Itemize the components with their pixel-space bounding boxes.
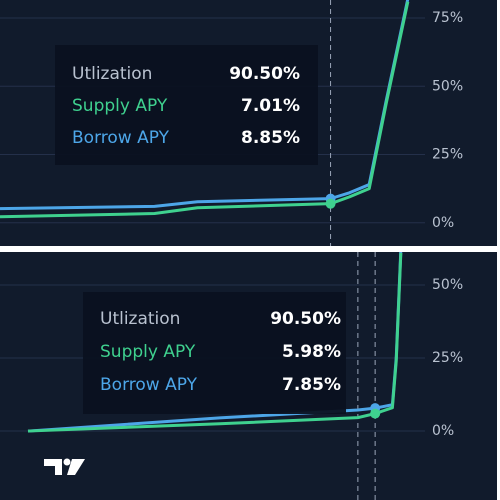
chart-panel — [0, 252, 425, 500]
hover-point — [370, 408, 381, 419]
series-line — [0, 1, 410, 219]
tooltip-label: Utlization — [72, 64, 152, 84]
y-tick-label: 75% — [432, 10, 463, 26]
tooltip-label: Supply APY — [72, 96, 168, 116]
y-tick-label: 0% — [432, 423, 454, 439]
tooltip-box — [83, 292, 346, 414]
tooltip-label: Borrow APY — [72, 128, 170, 148]
tooltip-label: Borrow APY — [100, 375, 198, 395]
tooltip-value: 8.85% — [241, 128, 300, 148]
tooltip-label: Utlization — [100, 309, 180, 329]
y-tick-label: 25% — [432, 350, 463, 366]
tooltip-value: 5.98% — [282, 342, 341, 362]
tooltip-label: Supply APY — [100, 342, 196, 362]
chart-panel — [0, 0, 425, 246]
tooltip-value: 7.85% — [282, 375, 341, 395]
tooltip-value: 90.50% — [229, 64, 300, 84]
y-tick-label: 50% — [432, 277, 463, 293]
y-tick-label: 0% — [432, 215, 454, 231]
tooltip-box — [55, 45, 318, 165]
tooltip-value: 90.50% — [270, 309, 341, 329]
y-tick-label: 25% — [432, 147, 463, 163]
y-tick-label: 50% — [432, 78, 463, 94]
tooltip-value: 7.01% — [241, 96, 300, 116]
logo — [44, 458, 85, 475]
hover-point — [325, 198, 336, 209]
